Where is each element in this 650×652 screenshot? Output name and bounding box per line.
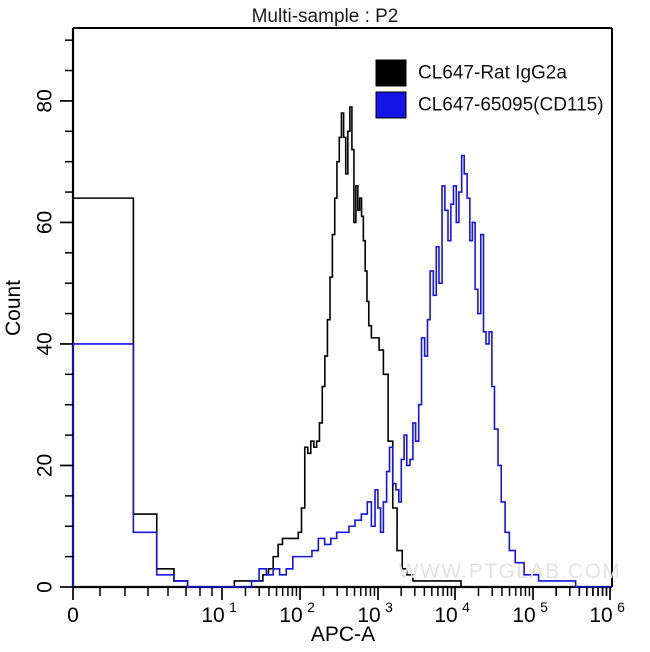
histogram-trace-1 [72, 106, 612, 588]
y-tick-label: 20 [34, 454, 57, 477]
x-tick-exponent: 3 [385, 599, 393, 615]
x-tick-exponent: 1 [229, 599, 237, 615]
watermark: WWW.PTGLAB.COM [399, 560, 622, 583]
x-tick-label: 10 [201, 604, 224, 627]
x-tick-exponent: 2 [307, 599, 315, 615]
x-tick-label: 10 [434, 604, 457, 627]
legend-swatch-2 [375, 91, 407, 119]
histogram-trace-2 [72, 154, 612, 588]
legend-label-1: CL647-Rat IgG2a [418, 63, 567, 84]
x-tick-exponent: 4 [462, 599, 470, 615]
y-axis-ticks: 0 20 40 60 80 [34, 39, 73, 593]
x-tick-exponent: 5 [540, 599, 548, 615]
x-tick-label: 10 [357, 604, 380, 627]
x-tick-label: 0 [67, 604, 79, 627]
y-tick-label: 80 [34, 89, 57, 112]
y-tick-label: 60 [34, 211, 57, 234]
legend-swatch-1 [375, 59, 407, 87]
x-tick-exponent: 6 [617, 599, 625, 615]
y-tick-label: 0 [34, 581, 57, 593]
x-axis-ticks: 0 10 1 10 2 10 3 10 4 10 5 10 6 [67, 587, 625, 627]
page-title: Multi-sample : P2 [252, 6, 399, 27]
x-tick-label: 10 [512, 604, 535, 627]
legend: CL647-Rat IgG2a CL647-65095(CD115) [375, 59, 604, 119]
y-tick-label: 40 [34, 332, 57, 355]
y-axis-title: Count [2, 280, 25, 336]
histogram-curves [72, 106, 612, 588]
x-tick-label: 10 [279, 604, 302, 627]
x-axis-title: APC-A [311, 623, 375, 646]
x-tick-label: 10 [589, 604, 612, 627]
legend-label-2: CL647-65095(CD115) [418, 95, 604, 116]
